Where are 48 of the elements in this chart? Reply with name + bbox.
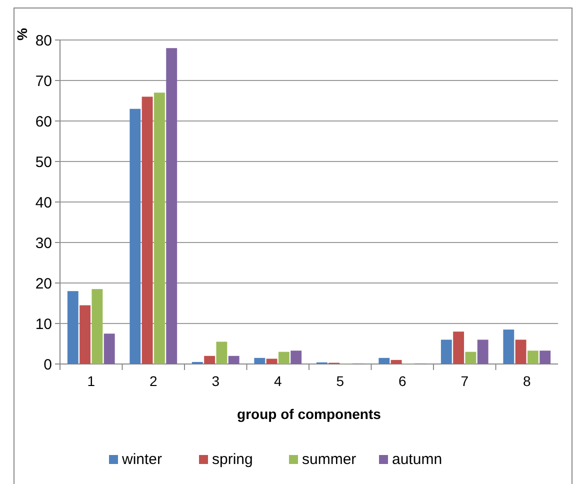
x-tick-label: 5 — [336, 373, 344, 389]
bar — [290, 350, 302, 364]
bar — [527, 350, 538, 364]
bar — [278, 352, 290, 364]
bar — [540, 350, 551, 364]
bar — [254, 358, 266, 364]
bar — [378, 358, 390, 364]
bar — [515, 340, 526, 364]
bar — [154, 92, 165, 364]
y-tick-label: 40 — [35, 194, 52, 212]
bar — [228, 356, 240, 364]
x-tick-label: 2 — [149, 373, 158, 389]
bar — [390, 360, 402, 364]
legend-label: summer — [302, 451, 356, 468]
y-tick-label: 10 — [35, 316, 52, 333]
x-tick-label: 1 — [87, 373, 96, 389]
x-axis-title: group of components — [237, 406, 382, 422]
legend-label: winter — [121, 451, 162, 468]
y-tick-label: 60 — [35, 113, 52, 130]
y-tick-label: 0 — [44, 356, 52, 374]
bar — [104, 334, 115, 364]
bar — [503, 330, 514, 364]
bar — [142, 96, 153, 364]
bar — [204, 356, 216, 364]
bar — [80, 305, 91, 364]
bar — [216, 342, 228, 364]
legend-label: autumn — [392, 451, 442, 468]
bar — [67, 291, 78, 364]
bar — [477, 340, 488, 364]
bar — [453, 332, 464, 364]
y-tick-label: 50 — [35, 154, 52, 171]
x-tick-label: 4 — [274, 373, 282, 389]
x-tick-label: 6 — [398, 373, 406, 389]
y-tick-label: 80 — [35, 32, 52, 50]
y-axis-title: % — [14, 27, 30, 40]
bar — [266, 358, 278, 364]
x-tick-label: 7 — [460, 373, 469, 389]
bar — [166, 48, 178, 364]
y-tick-label: 70 — [35, 72, 52, 90]
y-tick-label: 30 — [35, 234, 52, 252]
bar — [465, 352, 476, 364]
bar — [440, 340, 452, 364]
bar — [130, 108, 141, 364]
y-tick-label: 20 — [35, 275, 52, 292]
bar — [92, 289, 103, 364]
legend-label: spring — [212, 451, 253, 468]
x-tick-label: 8 — [522, 373, 531, 389]
x-tick-label: 3 — [212, 373, 220, 389]
